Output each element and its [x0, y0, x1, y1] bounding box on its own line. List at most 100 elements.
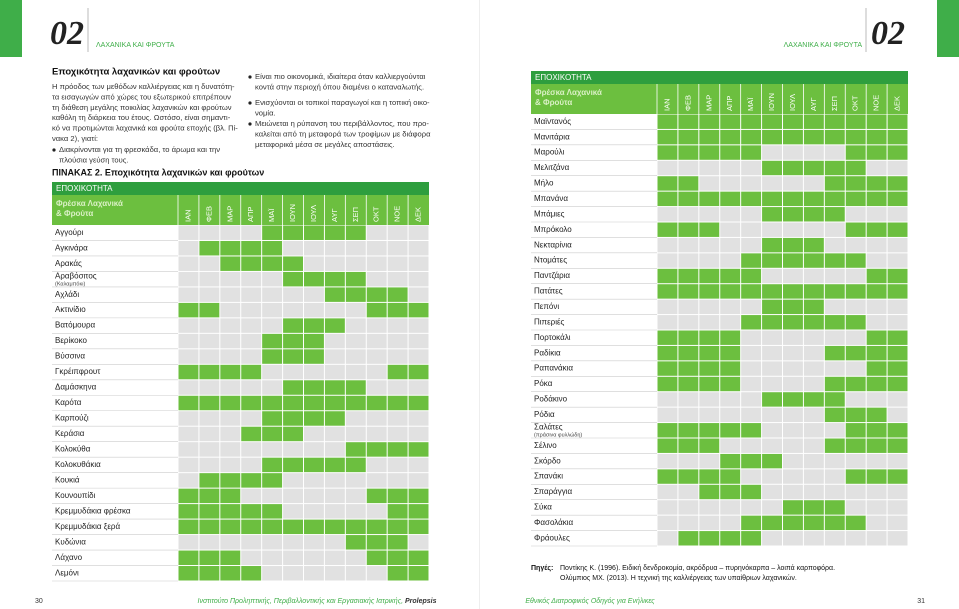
season-cell [283, 395, 303, 411]
season-cell [699, 423, 720, 438]
season-cell [720, 299, 741, 315]
season-cell [262, 457, 283, 473]
season-cell [824, 114, 845, 129]
row-label: Ντομάτες [534, 256, 567, 265]
season-cell [678, 268, 699, 284]
season-cell [657, 315, 678, 330]
season-cell [657, 376, 678, 392]
season-cell [220, 349, 241, 364]
season-cell [824, 500, 845, 515]
season-cell [887, 299, 908, 315]
season-cell [241, 519, 262, 535]
season-cell [699, 345, 720, 361]
season-cell [678, 284, 699, 299]
season-cell [657, 129, 678, 145]
season-cell [678, 469, 699, 484]
season-cell [824, 531, 845, 546]
season-cell [408, 287, 429, 302]
season-cell [699, 330, 720, 345]
season-cell [220, 488, 241, 504]
season-cell [199, 349, 220, 364]
season-cell [866, 469, 887, 484]
bullet [248, 122, 252, 126]
season-cell [324, 442, 345, 457]
season-cell [845, 299, 866, 315]
season-cell [699, 500, 720, 515]
month-label: ΔΕΚ [414, 207, 423, 222]
season-cell [783, 315, 803, 330]
season-cell [762, 500, 782, 515]
season-cell [408, 240, 429, 256]
row-note: (Καλαμπόκι) [55, 281, 85, 288]
season-cell [803, 515, 824, 531]
season-cell [720, 376, 741, 392]
season-cell [678, 222, 699, 237]
season-cell [241, 225, 262, 240]
season-cell [887, 160, 908, 176]
season-cell [741, 114, 762, 129]
season-cell [178, 550, 199, 566]
season-cell [678, 453, 699, 469]
season-cell [199, 457, 220, 473]
month-label: ΙΑΝ [183, 209, 192, 222]
season-cell [262, 535, 283, 550]
season-cell [887, 114, 908, 129]
season-cell [324, 488, 345, 504]
season-cell [657, 345, 678, 361]
season-cell [345, 240, 366, 256]
season-cell [803, 129, 824, 145]
month-label: ΜΑΡ [704, 95, 713, 111]
season-cell [762, 392, 782, 407]
season-cell [345, 566, 366, 581]
season-cell [366, 318, 387, 333]
season-cell [324, 395, 345, 411]
season-cell [657, 330, 678, 345]
season-cell [803, 484, 824, 500]
row-label: Κρεμμυδάκια ξερά [55, 522, 120, 531]
season-cell [762, 299, 782, 315]
season-cell [866, 361, 887, 376]
season-cell [741, 515, 762, 531]
row-label: Καρότα [55, 398, 82, 407]
row-note: (πράσινα φυλλώδη) [534, 432, 582, 439]
season-cell [887, 500, 908, 515]
season-cell [241, 457, 262, 473]
row-label: Μπανάνα [534, 194, 568, 203]
season-cell [866, 423, 887, 438]
season-cell [657, 407, 678, 423]
season-cell [366, 519, 387, 535]
month-label: ΙΟΥΛ [788, 94, 797, 111]
season-cell [304, 550, 324, 566]
season-cell [741, 376, 762, 392]
month-label: ΦΕΒ [683, 95, 692, 111]
season-cell [324, 333, 345, 349]
season-cell [762, 268, 782, 284]
season-cell [720, 361, 741, 376]
month-label: ΑΥΓ [809, 97, 818, 111]
season-cell [324, 535, 345, 550]
season-cell [304, 240, 324, 256]
season-cell [199, 426, 220, 442]
season-cell [887, 129, 908, 145]
season-cell [762, 453, 782, 469]
season-cell [783, 284, 803, 299]
bullet-line: Ενισχύονται οι τοπικοί παραγωγοί και η τ… [255, 98, 430, 107]
season-cell [262, 442, 283, 457]
row-label: Αραβόσιτος [55, 271, 97, 280]
season-cell [803, 531, 824, 546]
header-label: & Φρούτα [56, 209, 93, 218]
row-label: Κρεμμυδάκια φρέσκα [55, 506, 131, 515]
season-cell [762, 237, 782, 253]
season-cell [241, 535, 262, 550]
season-cell [345, 395, 366, 411]
season-cell [241, 411, 262, 426]
season-cell [366, 411, 387, 426]
row-label: Αγγούρι [55, 228, 84, 237]
season-cell [699, 453, 720, 469]
season-cell [803, 500, 824, 515]
season-cell [783, 361, 803, 376]
season-cell [387, 302, 408, 318]
season-cell [783, 376, 803, 392]
season-cell [678, 191, 699, 207]
season-cell [678, 531, 699, 546]
